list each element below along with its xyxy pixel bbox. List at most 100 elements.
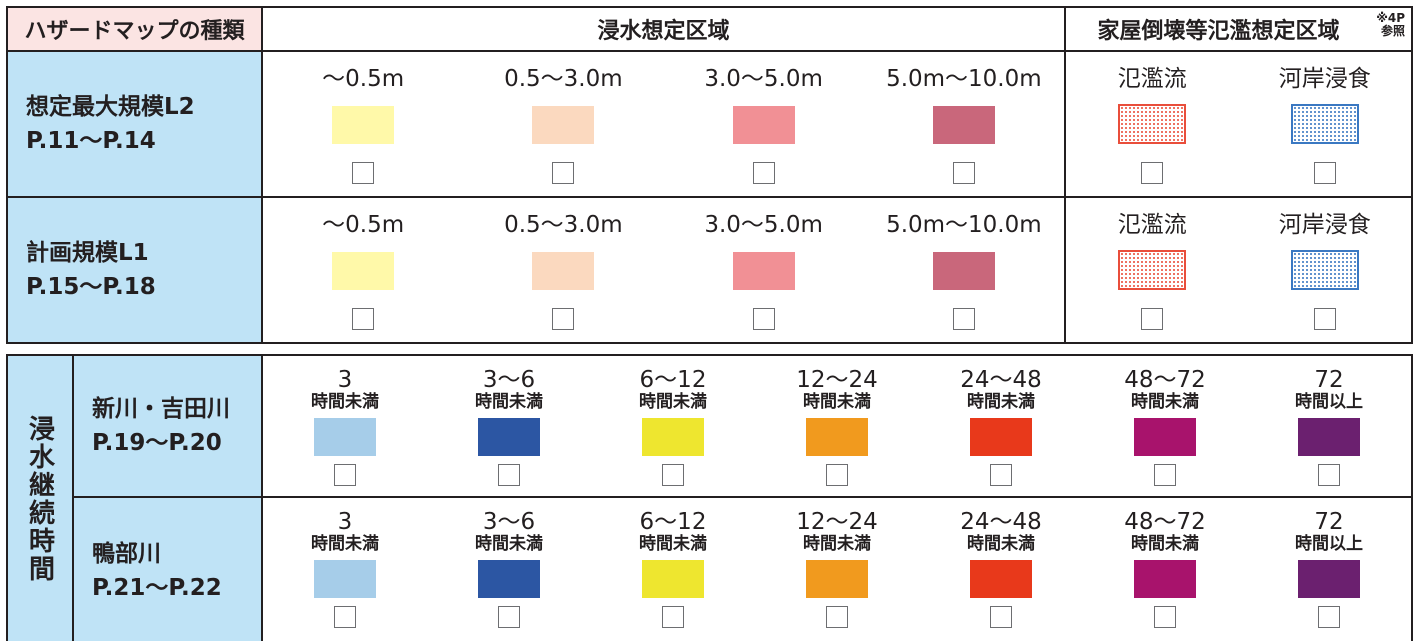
duration-checkbox[interactable] — [498, 464, 520, 486]
duration-checkbox[interactable] — [662, 464, 684, 486]
scale-title: 想定最大規模L2 — [26, 94, 195, 120]
depth-color-swatch — [932, 106, 995, 144]
duration-unit: 時間未満 — [1131, 392, 1199, 412]
duration-checkbox[interactable] — [1154, 464, 1176, 486]
river-name: 鴨部川 — [92, 541, 161, 567]
house-checkbox[interactable] — [1141, 308, 1164, 330]
duration-unit: 時間未満 — [1131, 534, 1199, 554]
duration-value: 24～48 — [960, 367, 1042, 393]
duration-checkbox[interactable] — [1318, 464, 1340, 486]
duration-unit: 時間未満 — [803, 534, 871, 554]
duration-value: 3 — [337, 367, 353, 393]
depth-checkbox[interactable] — [352, 162, 375, 184]
table-header-row: ハザードマップの種類 浸水想定区域 家屋倒壊等氾濫想定区域 ※4P 参照 — [8, 8, 1411, 52]
duration-value: 3～6 — [482, 367, 536, 393]
duration-value: 48～72 — [1124, 509, 1206, 535]
duration-items: 3 時間未満 3～6 時間未満 6～12 時間未満 12～24 時間未満 — [263, 498, 1411, 641]
duration-checkbox[interactable] — [1318, 606, 1340, 628]
flood-duration-title-cell: 浸水継続時間 — [8, 356, 74, 641]
river-row-shinkawa: 新川・吉田川 P.19～P.20 3 時間未満 3～6 時間未満 6～12 時間… — [74, 356, 1411, 498]
reference-note-page: ※4P — [1376, 11, 1405, 25]
duration-value: 72 — [1314, 367, 1344, 393]
scale-row-l1: 計画規模L1 P.15～P.18 ～0.5m 0.5～3.0m 3.0～5.0m… — [8, 198, 1411, 342]
duration-value: 48～72 — [1124, 367, 1206, 393]
river-name: 新川・吉田川 — [92, 396, 230, 422]
flood-duration-table: 浸水継続時間 新川・吉田川 P.19～P.20 3 時間未満 3～6 時間未満 … — [6, 354, 1413, 641]
depth-label: ～0.5m — [322, 66, 405, 92]
depth-color-swatch — [332, 106, 395, 144]
bank-erosion-pattern-swatch — [1290, 104, 1359, 144]
house-item: 河岸浸食 — [1239, 198, 1412, 342]
duration-checkbox[interactable] — [826, 606, 848, 628]
depth-label: 0.5～3.0m — [504, 212, 623, 238]
duration-item: 72 時間以上 — [1247, 498, 1411, 641]
duration-checkbox[interactable] — [826, 464, 848, 486]
duration-item: 12～24 時間未満 — [755, 356, 919, 496]
duration-value: 3～6 — [482, 509, 536, 535]
depth-checkbox[interactable] — [352, 308, 375, 330]
house-collapse-area-title: 家屋倒壊等氾濫想定区域 — [1097, 19, 1340, 44]
scale-row-l2: 想定最大規模L2 P.11～P.14 ～0.5m 0.5～3.0m 3.0～5.… — [8, 52, 1411, 198]
house-item: 氾濫流 — [1066, 52, 1239, 196]
bank-erosion-pattern-swatch — [1290, 250, 1359, 290]
duration-item: 12～24 時間未満 — [755, 498, 919, 641]
duration-color-swatch — [314, 418, 376, 456]
duration-item: 72 時間以上 — [1247, 356, 1411, 496]
river-label-cell: 新川・吉田川 P.19～P.20 — [74, 356, 263, 496]
scale-label-l2: 想定最大規模L2 P.11～P.14 — [8, 52, 263, 196]
depth-checkbox[interactable] — [952, 308, 975, 330]
duration-unit: 時間以上 — [1295, 534, 1363, 554]
scale-label-l1: 計画規模L1 P.15～P.18 — [8, 198, 263, 342]
depth-checkbox[interactable] — [552, 162, 575, 184]
house-label: 氾濫流 — [1117, 66, 1187, 92]
duration-color-swatch — [970, 418, 1032, 456]
depth-label: ～0.5m — [322, 212, 405, 238]
duration-unit: 時間未満 — [803, 392, 871, 412]
duration-unit: 時間以上 — [1295, 392, 1363, 412]
duration-unit: 時間未満 — [311, 392, 379, 412]
duration-value: 6～12 — [639, 509, 707, 535]
duration-checkbox[interactable] — [990, 464, 1012, 486]
duration-value: 12～24 — [796, 509, 878, 535]
duration-value: 72 — [1314, 509, 1344, 535]
depth-item: ～0.5m — [263, 52, 463, 196]
duration-checkbox[interactable] — [498, 606, 520, 628]
scale-pages: P.11～P.14 — [26, 128, 156, 154]
depth-color-swatch — [332, 252, 395, 290]
river-label-cell: 鴨部川 P.21～P.22 — [74, 498, 263, 641]
duration-unit: 時間未満 — [639, 534, 707, 554]
house-items-l2: 氾濫流 河岸浸食 — [1066, 52, 1411, 196]
duration-item: 3 時間未満 — [263, 498, 427, 641]
depth-checkbox[interactable] — [952, 162, 975, 184]
depth-checkbox[interactable] — [752, 308, 775, 330]
flood-duration-title: 浸水継続時間 — [24, 415, 55, 583]
duration-checkbox[interactable] — [334, 464, 356, 486]
flood-flow-pattern-swatch — [1118, 250, 1187, 290]
duration-item: 3 時間未満 — [263, 356, 427, 496]
duration-checkbox[interactable] — [334, 606, 356, 628]
duration-checkbox[interactable] — [990, 606, 1012, 628]
house-checkbox[interactable] — [1313, 162, 1336, 184]
house-checkbox[interactable] — [1141, 162, 1164, 184]
depth-checkbox[interactable] — [752, 162, 775, 184]
duration-color-swatch — [478, 560, 540, 598]
duration-checkbox[interactable] — [1154, 606, 1176, 628]
house-item: 氾濫流 — [1066, 198, 1239, 342]
duration-item: 24～48 時間未満 — [919, 356, 1083, 496]
duration-color-swatch — [970, 560, 1032, 598]
duration-item: 3～6 時間未満 — [427, 356, 591, 496]
river-pages: P.19～P.20 — [92, 430, 222, 456]
duration-item: 24～48 時間未満 — [919, 498, 1083, 641]
depth-label: 0.5～3.0m — [504, 66, 623, 92]
duration-color-swatch — [806, 560, 868, 598]
duration-value: 6～12 — [639, 367, 707, 393]
house-items-l1: 氾濫流 河岸浸食 — [1066, 198, 1411, 342]
depth-item: ～0.5m — [263, 198, 463, 342]
house-checkbox[interactable] — [1313, 308, 1336, 330]
duration-item: 3～6 時間未満 — [427, 498, 591, 641]
depth-label: 3.0～5.0m — [704, 66, 823, 92]
duration-checkbox[interactable] — [662, 606, 684, 628]
duration-item: 48～72 時間未満 — [1083, 356, 1247, 496]
duration-unit: 時間未満 — [967, 534, 1035, 554]
depth-checkbox[interactable] — [552, 308, 575, 330]
